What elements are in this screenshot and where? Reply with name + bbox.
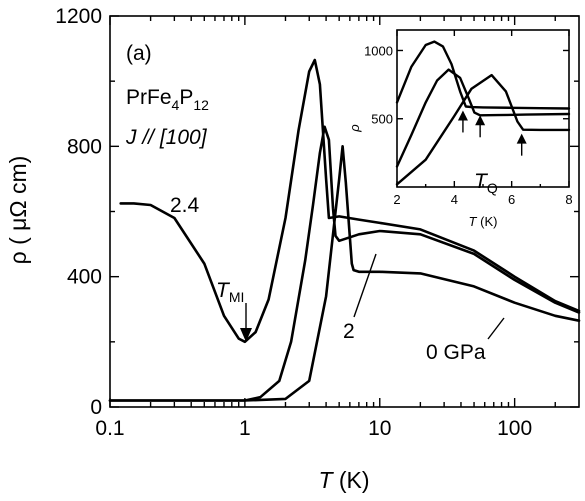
x-tick-label: 100 [497, 417, 532, 440]
label-pressure-2: 2 [343, 320, 355, 343]
inset-chart: 2 4 6 8 500 1000 ρ T (K) TQ [347, 29, 573, 229]
inset-y-tick-label: 500 [371, 112, 393, 127]
tmi-arrow-head [240, 328, 252, 342]
x-tick-label: 0.1 [95, 417, 124, 440]
tmi-label: TMI [216, 279, 244, 305]
label-pressure-2-4: 2.4 [170, 194, 200, 217]
tq-label: TQ [474, 170, 498, 196]
inset-x-tick-label: 4 [451, 192, 458, 207]
inset-x-tick-label: 6 [508, 192, 515, 207]
x-tick-label: 1 [239, 417, 251, 440]
x-axis-title: T (K) [318, 467, 369, 493]
inset-x-axis-title: T (K) [469, 214, 498, 229]
tq-arrow-head [516, 133, 527, 144]
y-tick-label: 1200 [55, 5, 102, 28]
tq-arrow-head [457, 110, 468, 121]
inset-series-line-2 [395, 68, 571, 168]
inset-y-axis-title: ρ [347, 124, 362, 133]
inset-x-tick-label: 2 [393, 192, 400, 207]
y-tick-label: 400 [67, 266, 102, 289]
leader-line-2 [353, 253, 377, 318]
tq-arrow-head [475, 115, 486, 126]
y-axis-title: ρ ( μΩ cm) [5, 156, 31, 265]
material-label: PrFe4P12 [126, 86, 209, 113]
inset-axis-ticks: 2 4 6 8 500 1000 [364, 30, 573, 207]
y-tick-label: 800 [67, 135, 102, 158]
main-curves [108, 58, 581, 402]
inset-tq-arrows [457, 110, 527, 156]
inset-y-tick-label: 1000 [364, 43, 393, 58]
leader-line-0 [487, 317, 505, 340]
inset-series-line-2-4 [395, 40, 571, 110]
inset-x-tick-label: 8 [565, 192, 572, 207]
panel-label: (a) [126, 42, 152, 65]
current-direction-label: J // [100] [125, 126, 208, 149]
inset-series-line-0-gpa [395, 73, 571, 186]
inset-curves [395, 40, 571, 186]
series-line-2-4 [119, 58, 581, 344]
label-pressure-0: 0 GPa [426, 341, 486, 364]
y-tick-label: 0 [90, 396, 102, 419]
series-line-0-gpa [108, 145, 581, 402]
series-line-2 [108, 125, 581, 402]
x-tick-label: 10 [368, 417, 391, 440]
